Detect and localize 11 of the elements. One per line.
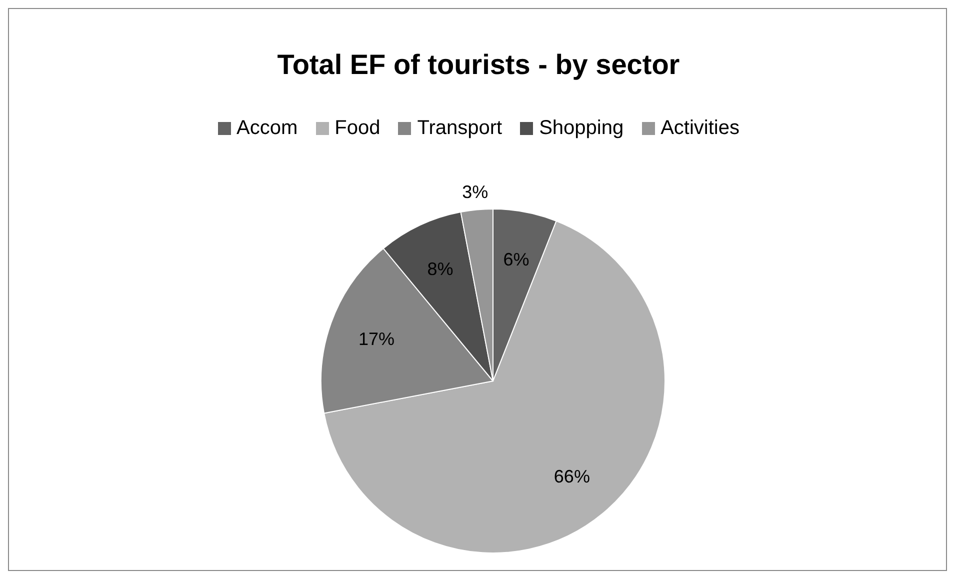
data-label: 17% xyxy=(358,329,394,350)
legend-label: Accom xyxy=(236,117,298,140)
legend-label: Activities xyxy=(660,117,740,140)
chart-title: Total EF of tourists - by sector xyxy=(276,49,681,81)
data-label: 3% xyxy=(462,182,488,202)
data-label: 66% xyxy=(554,466,590,486)
legend-label: Food xyxy=(334,117,380,140)
data-label: 8% xyxy=(427,258,454,279)
legend-label: Shopping xyxy=(539,117,624,140)
legend-label: Transport xyxy=(417,117,502,140)
data-label: 6% xyxy=(503,249,530,270)
